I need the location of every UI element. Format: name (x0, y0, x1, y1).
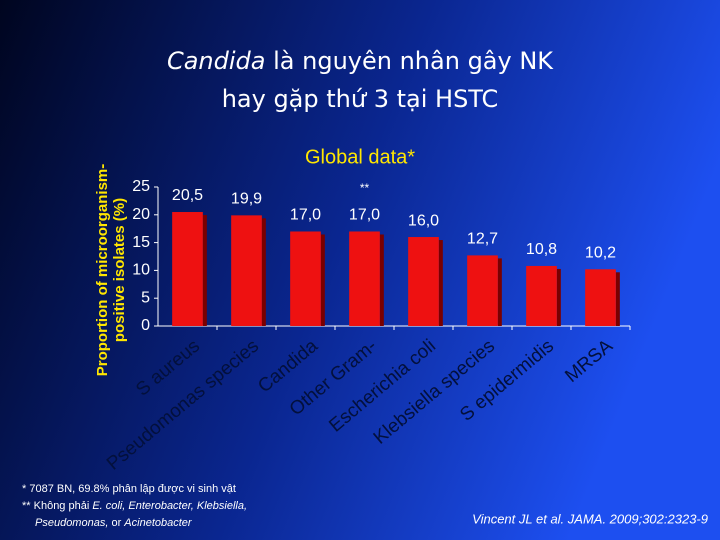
y-tick-label: 10 (132, 262, 150, 279)
footnote: ** Không phải E. coli, Enterobacter, Kle… (22, 500, 247, 512)
annotation: ** (360, 181, 370, 195)
value-label: 17,0 (290, 207, 321, 224)
bar-side (497, 258, 502, 326)
title-rest: là nguyên nhân gây NK (273, 47, 554, 75)
bar-side (379, 234, 384, 326)
bar (172, 212, 203, 326)
y-tick-label: 0 (141, 317, 150, 334)
bar-side (202, 215, 207, 326)
bar-side (261, 218, 266, 326)
footnote-part: ** Không phải (22, 500, 92, 512)
title-italic: Candida (167, 47, 266, 75)
bar (231, 215, 262, 326)
footnote-part: E. coli, Enterobacter, Klebsiella, (92, 500, 247, 512)
footnotes: * 7087 BN, 69.8% phân lập được vi sinh v… (22, 483, 247, 529)
bar-side (556, 268, 561, 326)
y-axis-label: Proportion of microorganism- (94, 164, 111, 377)
bar (526, 265, 557, 326)
y-tick-label: 20 (132, 206, 150, 223)
footnote-part: or (108, 517, 124, 529)
bar (349, 231, 380, 326)
value-label: 10,2 (585, 245, 616, 262)
footnote: * 7087 BN, 69.8% phân lập được vi sinh v… (22, 483, 236, 495)
footnote: Pseudomonas, or Acinetobacter (35, 517, 193, 529)
bar-side (320, 234, 325, 326)
bar-side (438, 240, 443, 326)
slide-title: Candida là nguyên nhân gây NK (167, 47, 554, 75)
bar (467, 255, 498, 326)
citation: Vincent JL et al. JAMA. 2009;302:2323-9 (472, 511, 708, 526)
bar-side (615, 272, 620, 326)
footnote-part: Acinetobacter (123, 517, 193, 529)
value-label: 16,0 (408, 212, 439, 229)
value-label: 12,7 (467, 231, 498, 248)
value-label: 17,0 (349, 207, 380, 224)
chart-title: Global data* (305, 146, 415, 168)
slide-title-line2: hay gặp thứ 3 tại HSTC (222, 85, 499, 113)
y-tick-label: 15 (132, 234, 150, 251)
value-label: 20,5 (172, 187, 203, 204)
value-label: 19,9 (231, 191, 262, 208)
bar (290, 231, 321, 326)
value-label: 10,8 (526, 241, 557, 258)
bar (585, 269, 616, 326)
y-axis-label: positive isolates (%) (111, 198, 128, 342)
y-tick-label: 5 (141, 289, 150, 306)
bar (408, 237, 439, 326)
footnote-part: Pseudomonas, (35, 517, 108, 529)
y-tick-label: 25 (132, 178, 150, 195)
